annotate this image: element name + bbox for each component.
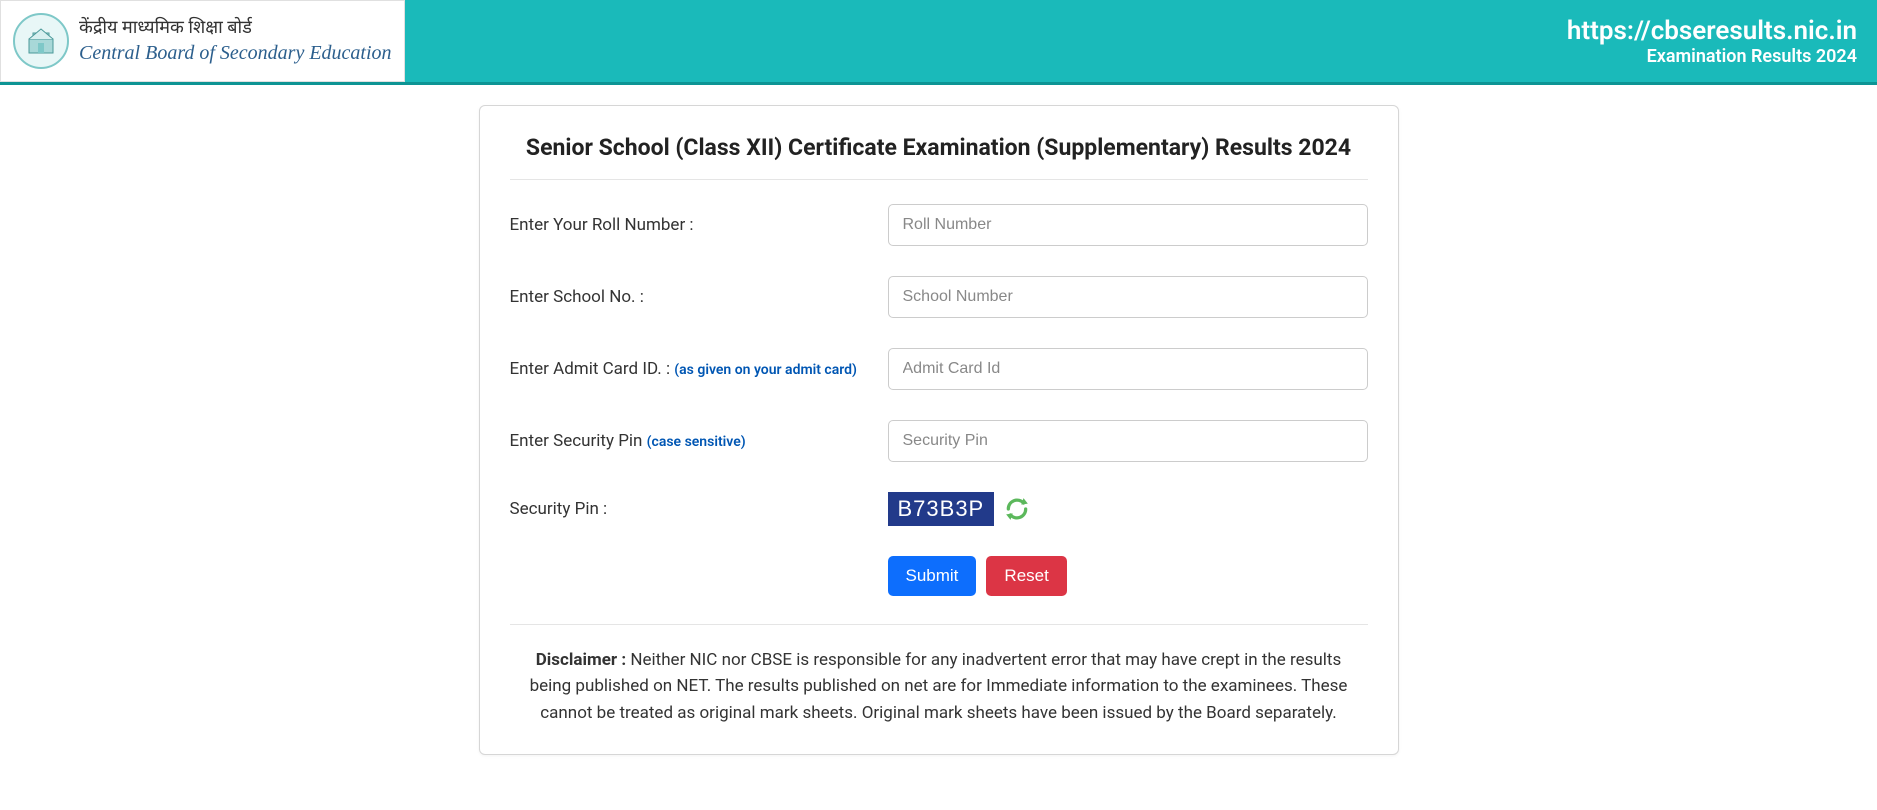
logo-hindi-text: केंद्रीय माध्यमिक शिक्षा बोर्ड <box>79 16 392 39</box>
security-pin-hint: (case sensitive) <box>647 434 746 450</box>
security-pin-label: Enter Security Pin (case sensitive) <box>510 431 888 451</box>
admit-card-label-text: Enter Admit Card ID. : <box>510 359 675 379</box>
logo-english-text: Central Board of Secondary Education <box>79 40 392 66</box>
security-pin-input[interactable] <box>888 420 1368 462</box>
school-number-label: Enter School No. : <box>510 287 888 307</box>
captcha-label: Security Pin : <box>510 499 888 519</box>
result-form-card: Senior School (Class XII) Certificate Ex… <box>479 105 1399 755</box>
security-pin-label-text: Enter Security Pin <box>510 431 647 451</box>
admit-card-label: Enter Admit Card ID. : (as given on your… <box>510 359 888 379</box>
refresh-captcha-icon[interactable] <box>1004 496 1030 522</box>
button-row: Submit Reset <box>888 556 1368 596</box>
school-number-row: Enter School No. : <box>510 276 1368 318</box>
disclaimer-text: Neither NIC nor CBSE is responsible for … <box>530 650 1348 723</box>
divider <box>510 624 1368 625</box>
header-url-text: https://cbseresults.nic.in <box>1567 16 1857 46</box>
roll-number-label: Enter Your Roll Number : <box>510 215 888 235</box>
header-subtitle-text: Examination Results 2024 <box>1567 46 1857 67</box>
disclaimer-block: Disclaimer : Neither NIC nor CBSE is res… <box>510 647 1368 726</box>
captcha-box: B73B3P <box>888 492 1031 526</box>
main-container: Senior School (Class XII) Certificate Ex… <box>0 85 1877 775</box>
disclaimer-label: Disclaimer : <box>536 650 626 670</box>
reset-button[interactable]: Reset <box>986 556 1066 596</box>
page-header: केंद्रीय माध्यमिक शिक्षा बोर्ड Central B… <box>0 0 1877 85</box>
submit-button[interactable]: Submit <box>888 556 977 596</box>
captcha-image: B73B3P <box>888 492 995 526</box>
security-pin-row: Enter Security Pin (case sensitive) <box>510 420 1368 462</box>
cbse-emblem-icon <box>13 13 69 69</box>
admit-card-row: Enter Admit Card ID. : (as given on your… <box>510 348 1368 390</box>
roll-number-row: Enter Your Roll Number : <box>510 204 1368 246</box>
roll-number-input[interactable] <box>888 204 1368 246</box>
card-title: Senior School (Class XII) Certificate Ex… <box>510 134 1368 180</box>
logo-text-block: केंद्रीय माध्यमिक शिक्षा बोर्ड Central B… <box>79 16 392 65</box>
admit-card-hint: (as given on your admit card) <box>674 362 857 378</box>
header-right-block: https://cbseresults.nic.in Examination R… <box>1547 0 1877 82</box>
admit-card-input[interactable] <box>888 348 1368 390</box>
school-number-input[interactable] <box>888 276 1368 318</box>
logo-container: केंद्रीय माध्यमिक शिक्षा बोर्ड Central B… <box>0 0 405 82</box>
captcha-row: Security Pin : B73B3P <box>510 492 1368 526</box>
